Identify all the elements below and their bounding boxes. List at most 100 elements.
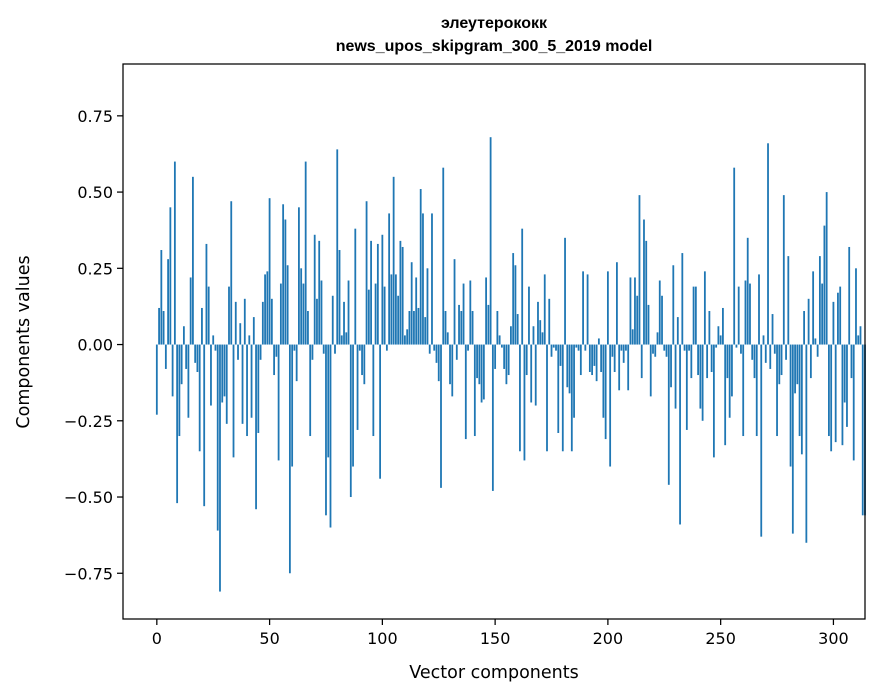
bar (173, 161, 176, 345)
bar (852, 344, 855, 461)
bar (602, 344, 605, 418)
bar (519, 344, 521, 452)
bar (618, 344, 621, 391)
bar (751, 344, 754, 360)
bar (491, 344, 494, 491)
bar (744, 280, 747, 345)
bar (701, 344, 704, 421)
y-tick-label: 0.50 (77, 183, 113, 202)
bar (462, 283, 465, 345)
bar (622, 344, 625, 363)
bar (390, 274, 393, 345)
bar (609, 344, 612, 467)
bar (516, 314, 519, 345)
bar (171, 344, 174, 397)
bar (408, 311, 411, 345)
bar (291, 344, 294, 467)
bar (570, 344, 573, 452)
bar (600, 344, 603, 372)
y-tick-label: 0.75 (77, 107, 113, 126)
bar (629, 277, 632, 345)
bar (446, 332, 449, 345)
bar (376, 243, 379, 345)
bar (485, 277, 487, 345)
bar (338, 250, 341, 345)
bar (503, 344, 506, 369)
bar (796, 344, 799, 385)
bar (322, 344, 325, 354)
bar (440, 344, 442, 488)
bar (282, 204, 285, 345)
bar (805, 344, 808, 543)
bar (616, 262, 618, 345)
bar (239, 323, 242, 345)
bar (361, 344, 363, 376)
x-tick-label: 200 (593, 629, 624, 648)
bar (534, 344, 537, 406)
bar (674, 344, 677, 409)
bar (316, 298, 318, 345)
bar (453, 259, 456, 345)
bar (557, 344, 560, 433)
bar (455, 344, 458, 360)
bar (575, 344, 578, 348)
bar (498, 335, 501, 345)
bar (270, 298, 273, 345)
bar (415, 277, 418, 345)
bar (681, 253, 684, 345)
bar (311, 344, 314, 360)
bar (794, 344, 796, 394)
bar (182, 326, 185, 345)
bar (277, 344, 280, 461)
bar (162, 311, 165, 345)
bar (298, 207, 300, 345)
bar (710, 344, 713, 372)
bar (507, 344, 510, 376)
bar (379, 344, 381, 479)
bar (155, 344, 158, 415)
bar (577, 344, 580, 351)
bar (428, 344, 431, 354)
y-axis-label: Components values (14, 255, 34, 428)
bar (528, 286, 530, 345)
bar (228, 286, 230, 345)
bar (194, 344, 197, 363)
bar (510, 326, 512, 345)
x-axis: 0 50 100 150 200 250 300 (152, 619, 849, 648)
bar (410, 262, 413, 345)
bar (703, 271, 706, 345)
bar (424, 317, 427, 345)
bars-group (155, 137, 866, 592)
bar (789, 344, 792, 467)
bar (731, 344, 733, 397)
bar (555, 344, 557, 351)
bar (543, 274, 546, 345)
bar (307, 311, 309, 345)
bar (728, 344, 731, 418)
bar (591, 344, 593, 376)
x-tick-label: 50 (259, 629, 279, 648)
bar (327, 344, 330, 458)
bar (349, 344, 352, 498)
bar (334, 344, 336, 354)
bar (383, 286, 386, 345)
bar (737, 286, 740, 345)
bar (699, 344, 702, 409)
bar (582, 271, 584, 345)
bar (385, 344, 388, 351)
bar (293, 344, 296, 351)
bar (755, 344, 758, 437)
bar (816, 344, 819, 357)
chart-subtitle: news_upos_skipgram_300_5_2019 model (336, 38, 653, 55)
bar (537, 301, 539, 345)
bar (392, 176, 395, 345)
bar (834, 344, 837, 443)
bar (848, 246, 851, 345)
x-tick-label: 0 (152, 629, 162, 648)
bar (690, 344, 693, 379)
bar (444, 311, 447, 345)
bar (841, 344, 844, 446)
bar (413, 311, 415, 345)
bar (451, 344, 454, 397)
bar (640, 344, 643, 379)
